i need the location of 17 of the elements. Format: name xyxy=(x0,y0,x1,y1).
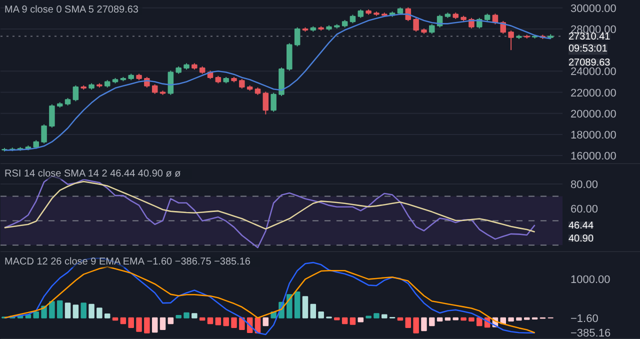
y-tick-label: 18000.00 xyxy=(570,129,616,142)
y-tick-label: 20000.00 xyxy=(570,108,616,120)
text: 27089.63 xyxy=(568,58,611,69)
y-tick-label: 22000.00 xyxy=(570,87,616,100)
text: 09:53:01 xyxy=(568,44,608,55)
y-tick-label: −1.60 xyxy=(570,312,598,325)
chart-title: RSI 14 close SMA 14 2 46.44 40.90 ø ø xyxy=(4,168,181,180)
y-tick-label: 24000.00 xyxy=(570,66,616,78)
y-tick-label: −385.16 xyxy=(570,328,611,339)
y-tick-label: 16000.00 xyxy=(570,150,616,163)
y-tick-label: 60.00 xyxy=(570,204,598,216)
y-tick-label: 80.00 xyxy=(570,179,598,192)
y-tick-label: 30000.00 xyxy=(570,2,616,15)
text: 40.90 xyxy=(568,234,594,245)
y-tick-label: 1000.00 xyxy=(570,274,610,286)
chart-title: MA 9 close 0 SMA 5 27089.63 xyxy=(4,4,139,16)
text: 46.44 xyxy=(568,220,594,232)
